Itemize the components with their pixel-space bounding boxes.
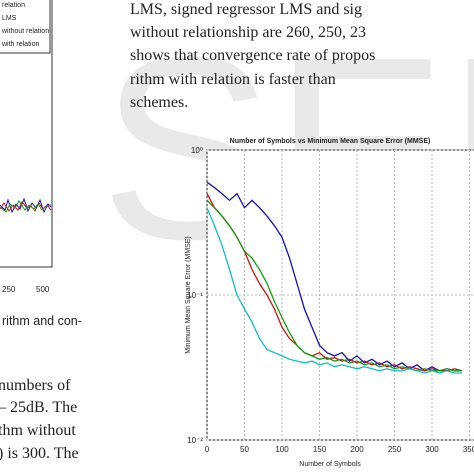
x-tick-label: 200 — [350, 445, 364, 454]
y-tick-label: 10⁻² — [187, 436, 203, 445]
paragraph-line: – 25dB. The — [0, 399, 77, 416]
y-tick-label: 10⁰ — [191, 146, 203, 155]
paragraph-line: LMS, signed regressor LMS and sig — [130, 1, 362, 18]
legend-label: LMS — [2, 15, 17, 22]
paragraph-line: rithm with relation is faster than — [130, 71, 336, 88]
y-tick-label: 10⁻¹ — [187, 291, 203, 300]
figure-caption: rithm and con- — [2, 314, 82, 328]
legend-label: without relation — [1, 28, 49, 35]
x-tick-label: 150 — [313, 445, 327, 454]
paragraph-line: without relationship are 260, 250, 23 — [130, 24, 366, 41]
data-line — [206, 207, 462, 374]
left-tick-label: 500 — [36, 285, 50, 294]
data-line — [206, 199, 462, 372]
left-figure-frame — [0, 0, 53, 268]
paragraph-line: schemes. — [130, 94, 188, 111]
legend-label: with relation — [1, 41, 39, 48]
x-tick-label: 350 — [463, 445, 474, 454]
y-axis-label: Minimum Mean Square Error (MMSE) — [185, 236, 192, 353]
data-line — [206, 181, 462, 372]
legend-label: relation — [2, 2, 25, 9]
x-tick-label: 100 — [275, 445, 289, 454]
paragraph-line: thm without — [0, 422, 76, 439]
x-axis-label: Number of Symbols — [299, 461, 361, 468]
paragraph-line: numbers of — [0, 377, 71, 394]
left-figure-line — [0, 200, 52, 213]
chart-title: Number of Symbols vs Minimum Mean Square… — [230, 138, 431, 145]
x-tick-label: 250 — [388, 445, 402, 454]
x-tick-label: 0 — [205, 445, 210, 454]
left-tick-label: 250 — [2, 285, 16, 294]
x-tick-label: 50 — [240, 445, 249, 454]
paragraph-line: ) is 300. The — [0, 445, 79, 462]
x-tick-label: 300 — [425, 445, 439, 454]
paragraph-line: shows that convergence rate of propos — [130, 47, 375, 64]
left-figure-line — [0, 197, 52, 214]
left-legend-box — [0, 0, 51, 54]
